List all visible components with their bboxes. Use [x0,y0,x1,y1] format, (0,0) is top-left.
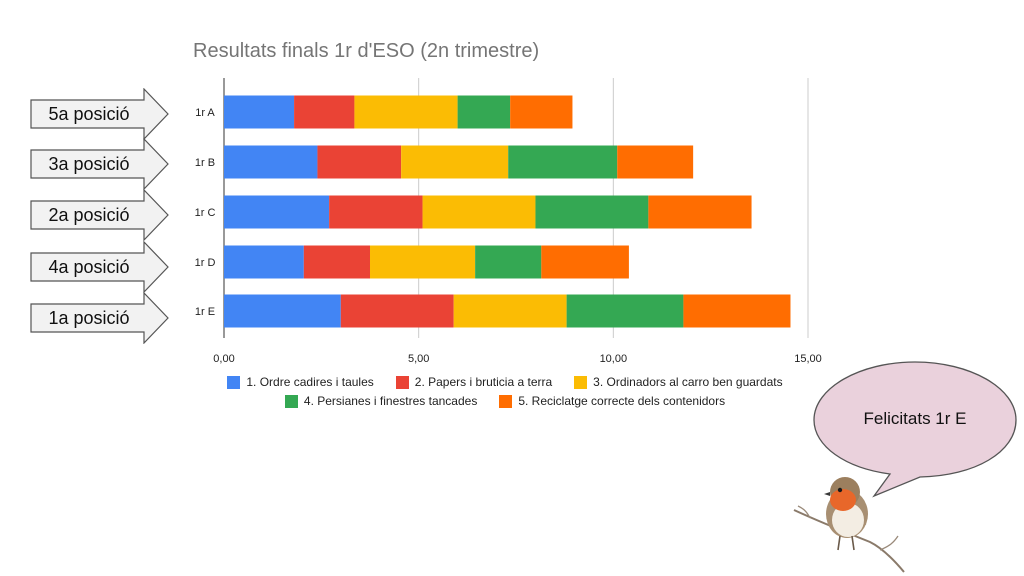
rank-label-1r-a: 5a posició [48,103,130,124]
bar-segment [224,145,318,179]
category-label: 1r D [195,257,216,269]
bar-segment [340,294,454,328]
bar-segment [566,294,684,328]
bar-segment [422,195,536,229]
rank-label-1r-d: 4a posició [48,256,130,277]
speech-bubble-text: Felicitats 1r E [863,409,967,428]
x-tick-label: 0,00 [213,353,234,365]
legend-swatch-3 [574,375,588,389]
bar-segment [541,245,629,279]
legend: 1. Ordre cadires i taules 2. Papers i br… [180,375,830,413]
category-label: 1r E [195,306,215,318]
legend-label-4: 4. Persianes i finestres tancades [303,394,478,408]
bar-segment [224,95,295,129]
speech-bubble-shape [813,361,1017,498]
bar-segment [224,195,330,229]
legend-swatch-4 [284,394,298,408]
rank-arrow-1r-c: 2a posició [30,189,170,241]
legend-item-5: 5. Reciclatge correcte dels contenidors [499,394,725,408]
legend-swatch-1 [227,375,241,389]
x-tick-label: 10,00 [600,353,628,365]
bar-segment [224,245,304,279]
category-label: 1r B [195,157,215,169]
rank-label-1r-b: 3a posició [48,153,130,174]
category-label: 1r A [195,107,215,119]
bar-segment [475,245,542,279]
bar-segment [401,145,509,179]
x-tick-label: 5,00 [408,353,429,365]
bar-segment [224,294,341,328]
bar-segment [329,195,423,229]
bar-segment [683,294,791,328]
bar-segment [370,245,476,279]
bar-segment [294,95,355,129]
bar-segment [508,145,618,179]
bar-segment [453,294,567,328]
rank-arrow-1r-b: 3a posició [30,138,170,190]
rank-arrow-1r-e: 1a posició [30,292,170,344]
x-tick-label: 15,00 [794,353,822,365]
legend-item-2: 2. Papers i bruticia a terra [395,375,553,389]
speech-bubble: Felicitats 1r E [810,360,1020,500]
chart-title: Resultats finals 1r d'ESO (2n trimestre) [193,40,540,62]
rank-arrow-1r-a: 5a posició [30,88,170,140]
bar-segment [457,95,511,129]
legend-swatch-2 [395,375,409,389]
bar-segment [354,95,458,129]
legend-swatch-5 [499,394,513,408]
legend-label-3: 3. Ordinadors al carro ben guardats [593,375,783,389]
robin-bird-icon [793,477,905,573]
legend-label-5: 5. Reciclatge correcte dels contenidors [518,394,726,408]
legend-item-4: 4. Persianes i finestres tancades [284,394,478,408]
bar-segment [617,145,694,179]
rank-label-1r-e: 1a posició [48,307,130,328]
bar-segment [510,95,573,129]
legend-item-3: 3. Ordinadors al carro ben guardats [574,375,783,389]
rank-arrow-1r-d: 4a posició [30,241,170,293]
bar-segment [317,145,402,179]
legend-label-2: 2. Papers i bruticia a terra [414,375,553,389]
rank-label-1r-c: 2a posició [48,204,130,225]
legend-item-1: 1. Ordre cadires i taules [227,375,374,389]
bar-segment [303,245,370,279]
bar-segment [535,195,649,229]
category-label: 1r C [195,207,216,219]
legend-label-1: 1. Ordre cadires i taules [246,375,374,389]
bar-segment [648,195,752,229]
